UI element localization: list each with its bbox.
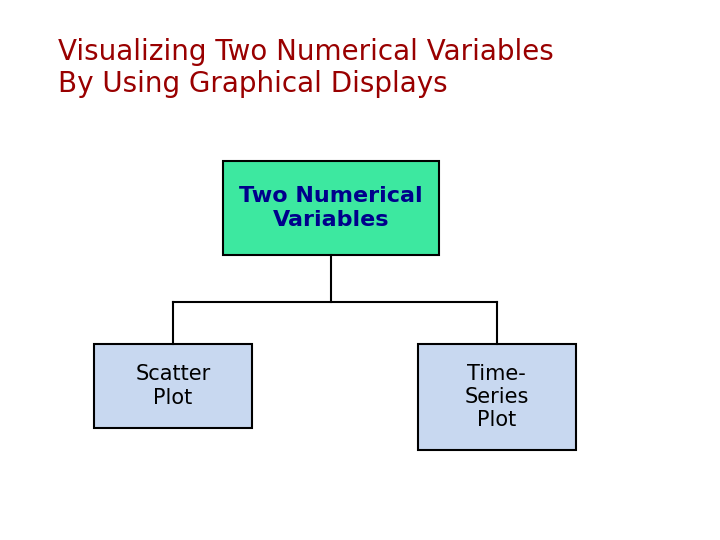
Text: Visualizing Two Numerical Variables
By Using Graphical Displays: Visualizing Two Numerical Variables By U… xyxy=(58,38,554,98)
Text: Scatter
Plot: Scatter Plot xyxy=(135,364,210,408)
FancyBboxPatch shape xyxy=(94,345,252,428)
Text: Time-
Series
Plot: Time- Series Plot xyxy=(464,364,529,430)
FancyBboxPatch shape xyxy=(223,161,439,255)
FancyBboxPatch shape xyxy=(418,345,576,449)
Text: Two Numerical
Variables: Two Numerical Variables xyxy=(239,186,423,230)
